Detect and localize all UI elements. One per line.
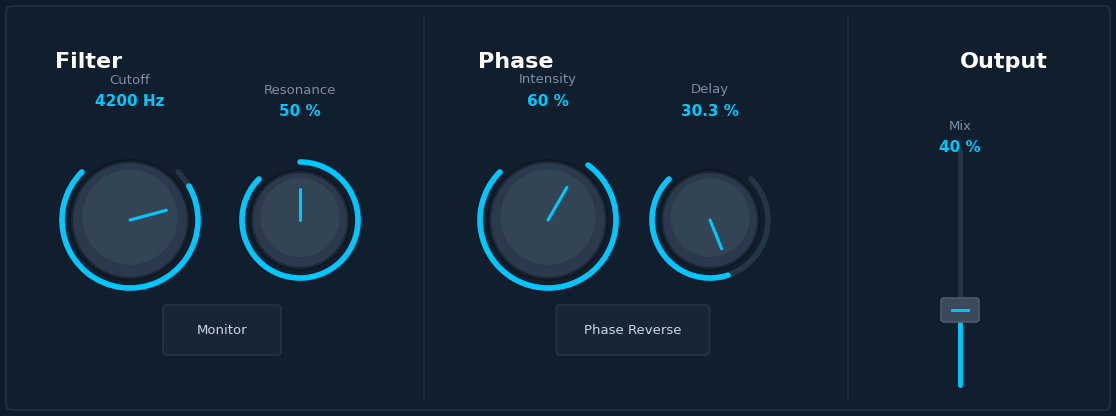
Text: 60 %: 60 %	[527, 94, 569, 109]
Circle shape	[671, 178, 749, 257]
FancyBboxPatch shape	[941, 298, 979, 322]
Text: 50 %: 50 %	[279, 104, 321, 119]
Text: Output: Output	[960, 52, 1048, 72]
Text: Monitor: Monitor	[196, 324, 248, 337]
Circle shape	[662, 172, 758, 268]
Text: Delay: Delay	[691, 84, 729, 97]
Circle shape	[487, 159, 609, 281]
Circle shape	[490, 162, 606, 278]
Circle shape	[249, 169, 352, 271]
Circle shape	[252, 172, 348, 268]
Circle shape	[73, 162, 187, 278]
Text: 30.3 %: 30.3 %	[681, 104, 739, 119]
Circle shape	[69, 159, 191, 281]
FancyBboxPatch shape	[163, 305, 281, 355]
Text: Phase: Phase	[478, 52, 554, 72]
Text: Intensity: Intensity	[519, 74, 577, 87]
Text: Filter: Filter	[55, 52, 122, 72]
Circle shape	[660, 169, 761, 271]
Text: Phase Reverse: Phase Reverse	[585, 324, 682, 337]
Text: Cutoff: Cutoff	[109, 74, 151, 87]
Circle shape	[500, 170, 596, 265]
Text: Mix: Mix	[949, 120, 972, 133]
FancyBboxPatch shape	[6, 6, 1110, 410]
Text: Resonance: Resonance	[263, 84, 336, 97]
Circle shape	[261, 178, 339, 257]
FancyBboxPatch shape	[557, 305, 710, 355]
Text: 40 %: 40 %	[940, 140, 981, 155]
Circle shape	[83, 170, 177, 265]
Text: 4200 Hz: 4200 Hz	[95, 94, 165, 109]
